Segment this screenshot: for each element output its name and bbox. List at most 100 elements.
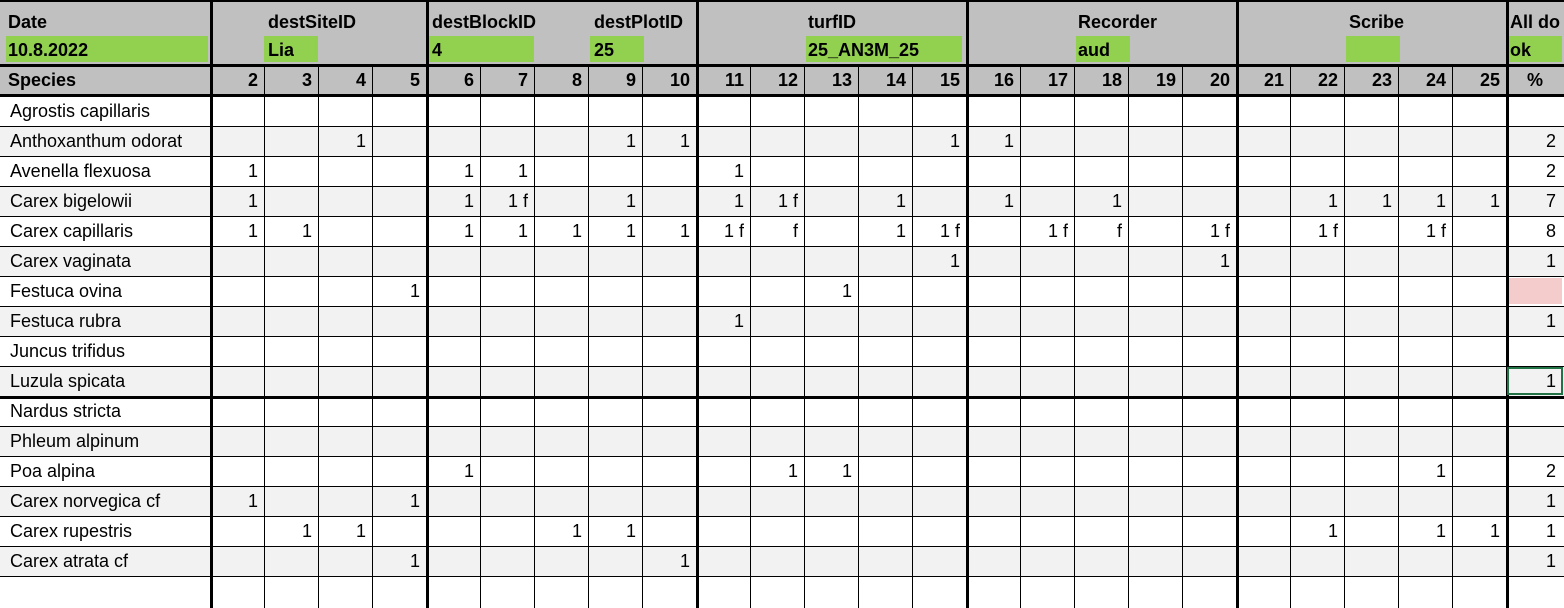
- subplot-cell[interactable]: 1: [247, 161, 258, 181]
- subplot-cell[interactable]: 1: [409, 491, 420, 511]
- species-name-cell[interactable]: Carex rupestris: [10, 521, 133, 541]
- percent-cell[interactable]: 1: [1545, 371, 1556, 391]
- subplot-cell[interactable]: 1: [949, 251, 960, 271]
- percent-cell[interactable]: 2: [1545, 131, 1556, 151]
- subplot-cell[interactable]: 1: [247, 221, 258, 241]
- subplot-cell[interactable]: 1: [949, 131, 960, 151]
- header-value-box: [264, 36, 318, 62]
- species-name-cell[interactable]: Carex vaginata: [10, 251, 132, 271]
- subplot-cell[interactable]: 1: [787, 461, 798, 481]
- subplot-cell[interactable]: 1: [733, 191, 744, 211]
- subplot-cell[interactable]: 1: [679, 131, 690, 151]
- subplot-cell[interactable]: 1: [409, 551, 420, 571]
- percent-cell[interactable]: 2: [1545, 161, 1556, 181]
- gridline-row: [0, 516, 1564, 517]
- gridline-vertical-major: [966, 0, 969, 608]
- subplot-cell[interactable]: 1: [679, 551, 690, 571]
- species-name-cell[interactable]: Agrostis capillaris: [10, 101, 151, 121]
- species-name-cell[interactable]: Anthoxanthum odorat: [10, 131, 183, 151]
- subplot-cell[interactable]: 1: [1003, 131, 1014, 151]
- subplot-cell[interactable]: 1: [733, 161, 744, 181]
- row-background: [0, 546, 1564, 576]
- subplot-cell[interactable]: 1: [841, 281, 852, 301]
- destplotid-label: destPlotID: [594, 12, 684, 32]
- species-name-cell[interactable]: Carex norvegica cf: [10, 491, 161, 511]
- subplot-cell[interactable]: 1: [463, 191, 474, 211]
- subplot-cell[interactable]: 1: [463, 221, 474, 241]
- gridline-vertical-minor: [858, 66, 859, 608]
- subplot-cell[interactable]: 1: [625, 131, 636, 151]
- percent-cell[interactable]: 1: [1545, 491, 1556, 511]
- subplot-cell[interactable]: 1 f: [1425, 221, 1446, 241]
- subplot-column-header: 15: [939, 70, 960, 90]
- subplot-cell[interactable]: 1: [625, 191, 636, 211]
- percent-cell[interactable]: 1: [1545, 311, 1556, 331]
- subplot-column-header: 9: [625, 70, 636, 90]
- subplot-cell[interactable]: 1: [301, 221, 312, 241]
- subplot-cell[interactable]: f: [792, 221, 798, 241]
- subplot-cell[interactable]: 1: [247, 491, 258, 511]
- subplot-cell[interactable]: 1: [301, 521, 312, 541]
- subplot-cell[interactable]: 1: [733, 311, 744, 331]
- subplot-cell[interactable]: 1: [517, 221, 528, 241]
- species-name-cell[interactable]: Carex bigelowii: [10, 191, 133, 211]
- subplot-cell[interactable]: 1: [895, 191, 906, 211]
- subplot-cell[interactable]: 1 f: [723, 221, 744, 241]
- subplot-cell[interactable]: 1 f: [777, 191, 798, 211]
- subplot-cell[interactable]: 1: [517, 161, 528, 181]
- species-name-cell[interactable]: Luzula spicata: [10, 371, 126, 391]
- subplot-cell[interactable]: 1 f: [1209, 221, 1230, 241]
- species-name-cell[interactable]: Nardus stricta: [10, 401, 122, 421]
- date-value: 10.8.2022: [8, 40, 89, 60]
- species-name-cell[interactable]: Festuca ovina: [10, 281, 123, 301]
- subplot-cell[interactable]: 1: [355, 521, 366, 541]
- subplot-cell[interactable]: 1: [247, 191, 258, 211]
- subplot-cell[interactable]: 1: [1003, 191, 1014, 211]
- percent-cell[interactable]: 1: [1545, 251, 1556, 271]
- gridline-vertical-minor: [642, 66, 643, 608]
- subplot-cell[interactable]: 1 f: [1047, 221, 1068, 241]
- subplot-cell[interactable]: 1: [1435, 521, 1446, 541]
- percent-cell[interactable]: 2: [1545, 461, 1556, 481]
- subplot-cell[interactable]: 1: [1489, 521, 1500, 541]
- percent-cell[interactable]: 8: [1545, 221, 1556, 241]
- percent-cell[interactable]: 1: [1545, 551, 1556, 571]
- alldone-value: ok: [1510, 40, 1532, 60]
- subplot-cell[interactable]: 1: [463, 461, 474, 481]
- subplot-cell[interactable]: 1: [1489, 191, 1500, 211]
- subplot-cell[interactable]: 1: [1381, 191, 1392, 211]
- subplot-cell[interactable]: 1 f: [507, 191, 528, 211]
- species-name-cell[interactable]: Avenella flexuosa: [10, 161, 151, 181]
- species-name-cell[interactable]: Juncus trifidus: [10, 341, 126, 361]
- subplot-cell[interactable]: 1: [625, 221, 636, 241]
- subplot-cell[interactable]: 1: [1327, 521, 1338, 541]
- species-name-cell[interactable]: Phleum alpinum: [10, 431, 140, 451]
- subplot-cell[interactable]: 1: [355, 131, 366, 151]
- species-name-cell[interactable]: Festuca rubra: [10, 311, 122, 331]
- recorder-label: Recorder: [1078, 12, 1158, 32]
- percent-cell[interactable]: 7: [1545, 191, 1556, 211]
- subplot-cell[interactable]: 1 f: [939, 221, 960, 241]
- subplot-cell[interactable]: 1: [895, 221, 906, 241]
- gridline-row: [0, 126, 1564, 127]
- subplot-cell[interactable]: 1: [1435, 461, 1446, 481]
- subplot-cell[interactable]: 1: [841, 461, 852, 481]
- species-name-cell[interactable]: Carex capillaris: [10, 221, 134, 241]
- alldone-label: All do: [1510, 12, 1560, 32]
- subplot-cell[interactable]: 1: [409, 281, 420, 301]
- header-value-box: [806, 36, 962, 62]
- subplot-cell[interactable]: 1: [1327, 191, 1338, 211]
- percent-cell[interactable]: 1: [1545, 521, 1556, 541]
- subplot-cell[interactable]: 1: [625, 521, 636, 541]
- subplot-cell[interactable]: 1 f: [1317, 221, 1338, 241]
- subplot-cell[interactable]: 1: [1435, 191, 1446, 211]
- subplot-cell[interactable]: f: [1116, 221, 1122, 241]
- species-name-cell[interactable]: Poa alpina: [10, 461, 96, 481]
- subplot-cell[interactable]: 1: [571, 521, 582, 541]
- subplot-cell[interactable]: 1: [1111, 191, 1122, 211]
- subplot-cell[interactable]: 1: [1219, 251, 1230, 271]
- species-name-cell[interactable]: Carex atrata cf: [10, 551, 129, 571]
- subplot-cell[interactable]: 1: [463, 161, 474, 181]
- subplot-cell[interactable]: 1: [679, 221, 690, 241]
- subplot-cell[interactable]: 1: [571, 221, 582, 241]
